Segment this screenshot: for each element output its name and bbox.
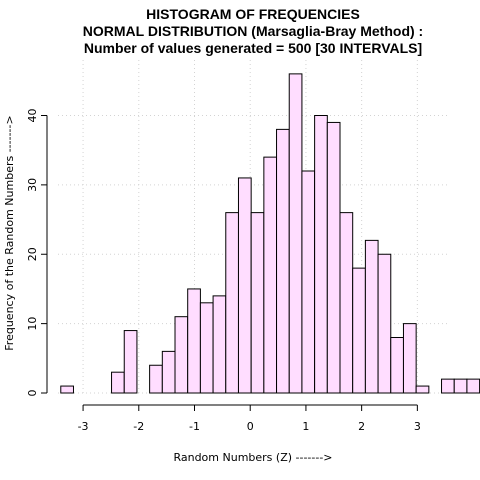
- histogram-bar: [174, 316, 189, 394]
- histogram-bar: [161, 350, 176, 394]
- histogram-bar: [390, 337, 404, 394]
- axes: 0 10 20 30 40 -3 -2 -1 0 1 2 3: [26, 109, 421, 434]
- histogram-bar: [187, 288, 201, 394]
- chart-title-line-3: Number of values generated = 500 [30 INT…: [84, 40, 422, 56]
- x-tick-label: -3: [78, 420, 89, 433]
- x-tick-label: -2: [133, 420, 144, 433]
- histogram-bar: [212, 295, 227, 394]
- y-tick-label: 10: [26, 317, 39, 331]
- histogram-bar: [466, 378, 480, 394]
- histogram-bar: [339, 212, 354, 394]
- chart-title-line-1: HISTOGRAM OF FREQUENCIES: [146, 6, 360, 22]
- y-tick-label: 40: [26, 109, 39, 123]
- y-axis-label: Frequency of the Random Numbers ------->: [3, 115, 16, 350]
- histogram-bar: [149, 364, 163, 394]
- histogram-bar: [352, 267, 366, 394]
- histogram-bar: [453, 378, 468, 394]
- histogram-bar: [250, 212, 265, 394]
- histogram-bar: [377, 253, 392, 394]
- x-tick-label: 2: [358, 420, 365, 433]
- y-tick-label: 0: [26, 390, 39, 397]
- histogram-bar: [301, 170, 316, 394]
- histogram-bar: [364, 239, 379, 394]
- chart-title-line-2: NORMAL DISTRIBUTION (Marsaglia-Bray Meth…: [83, 23, 423, 39]
- y-tick-label: 30: [26, 178, 39, 192]
- histogram-bar: [441, 378, 455, 394]
- histogram-bar: [402, 323, 417, 394]
- x-tick-label: -1: [189, 420, 200, 433]
- histogram-bar: [225, 212, 239, 394]
- histogram-bar: [111, 371, 125, 394]
- x-tick-label: 3: [414, 420, 421, 433]
- histogram-bar: [263, 156, 278, 394]
- histogram-bar: [123, 330, 138, 394]
- histogram-bar: [237, 177, 252, 394]
- x-tick-label: 1: [302, 420, 309, 433]
- histogram-bar: [314, 115, 328, 394]
- x-axis-label: Random Numbers (Z) ------->: [173, 451, 332, 464]
- histogram-bar: [199, 302, 214, 394]
- histogram-bar: [60, 385, 74, 394]
- histogram-bar: [288, 73, 303, 394]
- x-tick-label: 0: [247, 420, 254, 433]
- y-tick-label: 20: [26, 247, 39, 261]
- histogram-bar: [326, 121, 341, 394]
- histogram-bar: [276, 128, 290, 394]
- histogram-bar: [415, 385, 430, 394]
- bars: [60, 73, 480, 394]
